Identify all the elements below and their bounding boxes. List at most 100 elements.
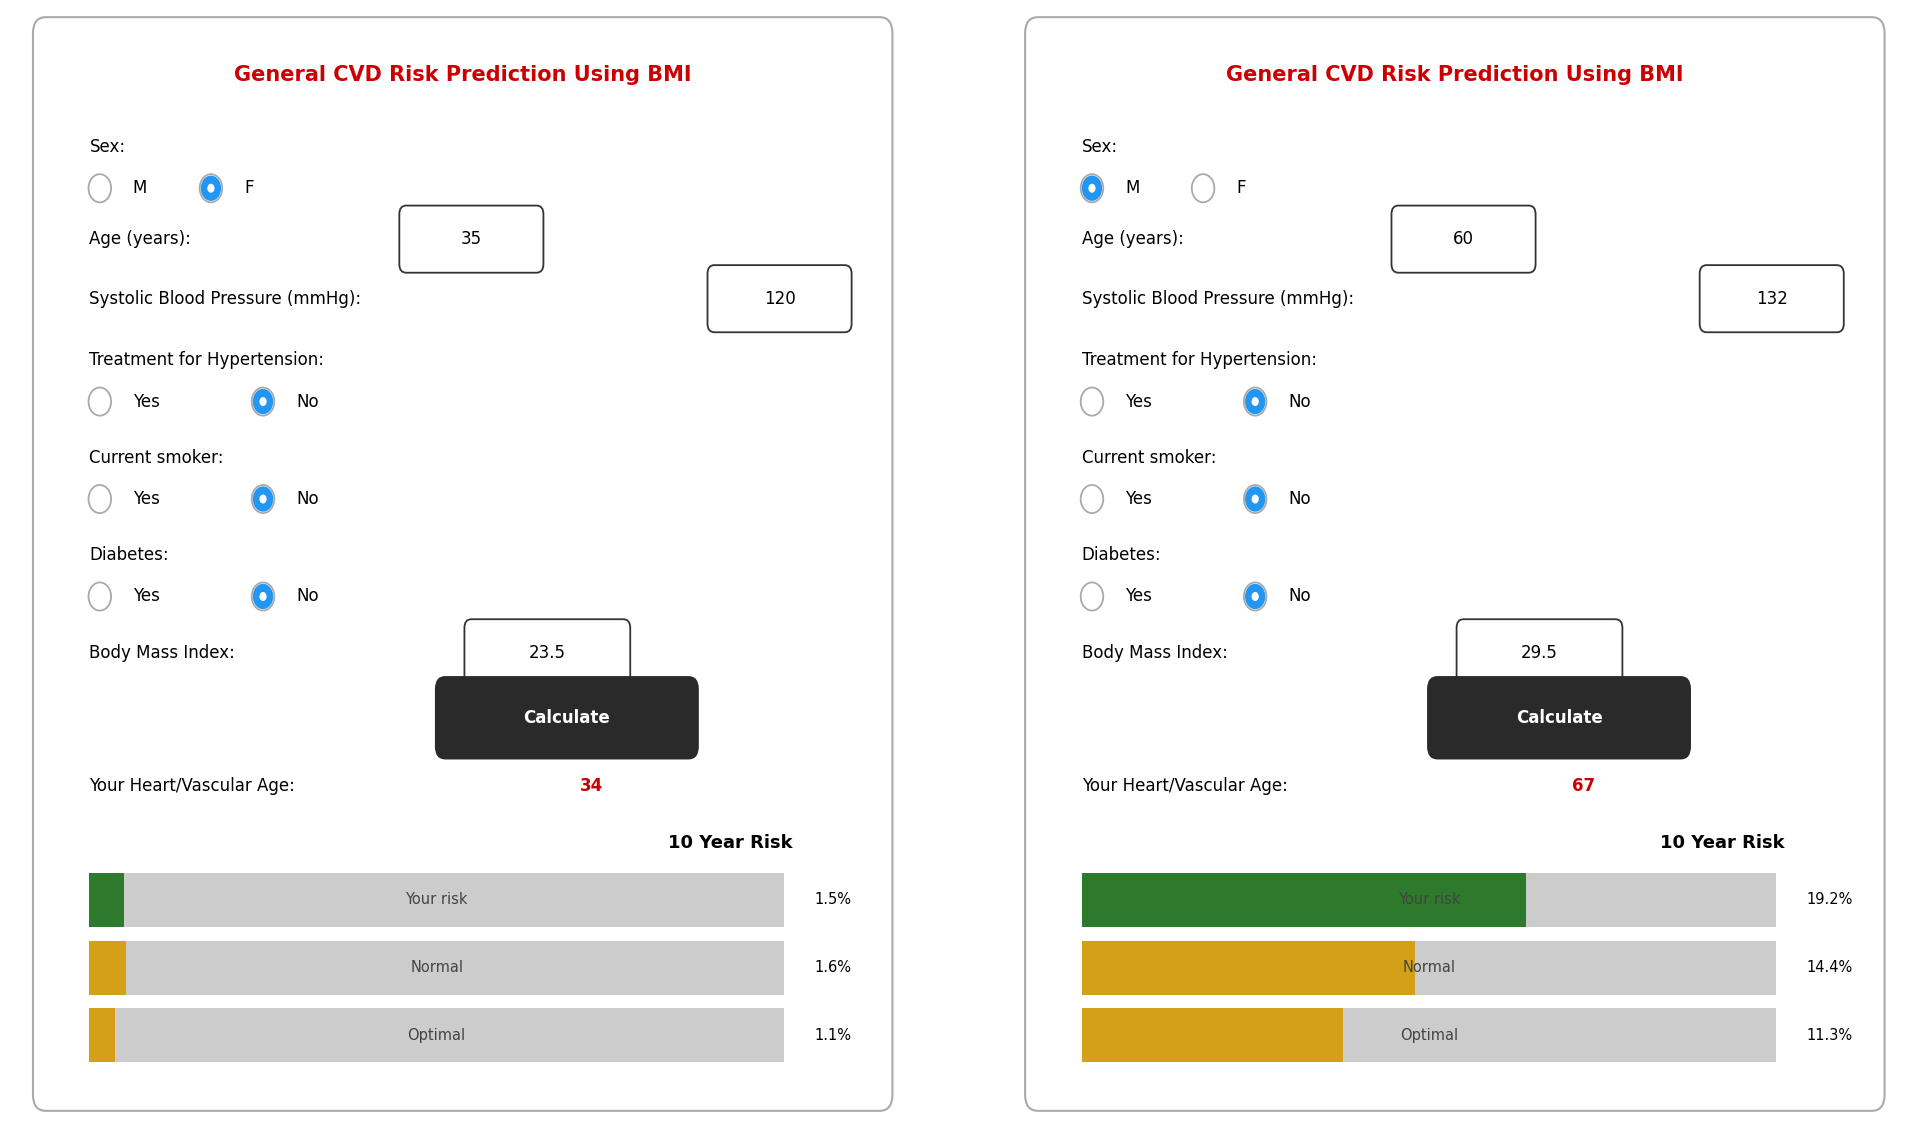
Text: 19.2%: 19.2% bbox=[1806, 892, 1852, 907]
Circle shape bbox=[200, 176, 221, 201]
Circle shape bbox=[88, 582, 111, 610]
Circle shape bbox=[208, 184, 214, 193]
Circle shape bbox=[1192, 174, 1213, 202]
Circle shape bbox=[259, 592, 267, 601]
FancyBboxPatch shape bbox=[463, 619, 629, 686]
Text: Age (years):: Age (years): bbox=[90, 230, 191, 248]
FancyBboxPatch shape bbox=[1081, 873, 1526, 927]
Circle shape bbox=[254, 584, 273, 609]
Circle shape bbox=[88, 174, 111, 202]
Text: Your Heart/Vascular Age:: Your Heart/Vascular Age: bbox=[1081, 777, 1293, 795]
Text: F: F bbox=[1236, 179, 1245, 197]
Text: Yes: Yes bbox=[133, 490, 160, 508]
Text: Your risk: Your risk bbox=[404, 892, 467, 907]
Text: 23.5: 23.5 bbox=[528, 644, 566, 662]
Text: 29.5: 29.5 bbox=[1520, 644, 1558, 662]
Circle shape bbox=[88, 485, 111, 513]
Text: 10 Year Risk: 10 Year Risk bbox=[1659, 835, 1783, 853]
Text: M: M bbox=[133, 179, 147, 197]
Circle shape bbox=[1079, 582, 1102, 610]
Circle shape bbox=[1087, 184, 1095, 193]
Text: Diabetes:: Diabetes: bbox=[1081, 546, 1161, 564]
FancyBboxPatch shape bbox=[1081, 873, 1775, 927]
Circle shape bbox=[1243, 582, 1266, 610]
Text: Treatment for Hypertension:: Treatment for Hypertension: bbox=[90, 352, 324, 369]
Circle shape bbox=[259, 494, 267, 503]
Circle shape bbox=[1079, 174, 1102, 202]
Text: Diabetes:: Diabetes: bbox=[90, 546, 170, 564]
Text: Normal: Normal bbox=[1402, 960, 1455, 976]
Text: No: No bbox=[1287, 588, 1310, 606]
Circle shape bbox=[1251, 592, 1259, 601]
FancyBboxPatch shape bbox=[90, 1008, 114, 1063]
Text: Calculate: Calculate bbox=[523, 708, 610, 726]
Circle shape bbox=[252, 485, 275, 513]
Text: Normal: Normal bbox=[410, 960, 463, 976]
Circle shape bbox=[200, 174, 221, 202]
Circle shape bbox=[252, 388, 275, 415]
FancyBboxPatch shape bbox=[1081, 941, 1775, 995]
FancyBboxPatch shape bbox=[90, 873, 784, 927]
Text: 120: 120 bbox=[763, 290, 795, 308]
Text: Your Heart/Vascular Age:: Your Heart/Vascular Age: bbox=[90, 777, 301, 795]
Text: General CVD Risk Prediction Using BMI: General CVD Risk Prediction Using BMI bbox=[235, 64, 690, 85]
Text: Yes: Yes bbox=[1125, 588, 1152, 606]
FancyBboxPatch shape bbox=[90, 941, 784, 995]
Circle shape bbox=[259, 397, 267, 406]
Text: Body Mass Index:: Body Mass Index: bbox=[1081, 644, 1226, 662]
Text: Current smoker:: Current smoker: bbox=[90, 449, 223, 467]
Text: Calculate: Calculate bbox=[1514, 708, 1602, 726]
Circle shape bbox=[1251, 397, 1259, 406]
Text: Yes: Yes bbox=[1125, 490, 1152, 508]
FancyBboxPatch shape bbox=[32, 17, 892, 1111]
Circle shape bbox=[1079, 485, 1102, 513]
FancyBboxPatch shape bbox=[1081, 1008, 1775, 1063]
FancyBboxPatch shape bbox=[435, 676, 698, 759]
Text: Systolic Blood Pressure (mmHg):: Systolic Blood Pressure (mmHg): bbox=[90, 290, 360, 308]
Circle shape bbox=[1245, 486, 1264, 512]
Text: Treatment for Hypertension:: Treatment for Hypertension: bbox=[1081, 352, 1316, 369]
Text: 60: 60 bbox=[1453, 230, 1474, 248]
Circle shape bbox=[254, 486, 273, 512]
Text: General CVD Risk Prediction Using BMI: General CVD Risk Prediction Using BMI bbox=[1226, 64, 1682, 85]
Text: 11.3%: 11.3% bbox=[1806, 1028, 1852, 1042]
FancyBboxPatch shape bbox=[1455, 619, 1621, 686]
Circle shape bbox=[1245, 584, 1264, 609]
Text: Yes: Yes bbox=[133, 588, 160, 606]
Text: M: M bbox=[1125, 179, 1138, 197]
Text: 34: 34 bbox=[580, 777, 603, 795]
Text: No: No bbox=[1287, 490, 1310, 508]
FancyBboxPatch shape bbox=[90, 873, 124, 927]
Text: 10 Year Risk: 10 Year Risk bbox=[667, 835, 791, 853]
FancyBboxPatch shape bbox=[707, 265, 851, 333]
Text: No: No bbox=[296, 393, 318, 411]
FancyBboxPatch shape bbox=[1081, 1008, 1343, 1063]
Circle shape bbox=[1251, 494, 1259, 503]
Text: 132: 132 bbox=[1754, 290, 1787, 308]
FancyBboxPatch shape bbox=[399, 205, 543, 273]
Text: Yes: Yes bbox=[133, 393, 160, 411]
Text: Optimal: Optimal bbox=[1400, 1028, 1457, 1042]
Text: Age (years):: Age (years): bbox=[1081, 230, 1182, 248]
Circle shape bbox=[1079, 388, 1102, 415]
Text: Systolic Blood Pressure (mmHg):: Systolic Blood Pressure (mmHg): bbox=[1081, 290, 1352, 308]
Text: Current smoker:: Current smoker: bbox=[1081, 449, 1215, 467]
Text: No: No bbox=[296, 490, 318, 508]
Text: Body Mass Index:: Body Mass Index: bbox=[90, 644, 235, 662]
Text: Your risk: Your risk bbox=[1396, 892, 1459, 907]
FancyBboxPatch shape bbox=[1024, 17, 1884, 1111]
Circle shape bbox=[252, 582, 275, 610]
Text: 35: 35 bbox=[461, 230, 482, 248]
Circle shape bbox=[88, 388, 111, 415]
Circle shape bbox=[1245, 389, 1264, 414]
Text: 1.6%: 1.6% bbox=[814, 960, 851, 976]
Text: 14.4%: 14.4% bbox=[1806, 960, 1852, 976]
Text: Sex:: Sex: bbox=[90, 138, 126, 156]
FancyBboxPatch shape bbox=[90, 941, 126, 995]
Circle shape bbox=[1243, 485, 1266, 513]
Circle shape bbox=[1081, 176, 1102, 201]
Circle shape bbox=[1243, 388, 1266, 415]
Text: F: F bbox=[244, 179, 254, 197]
FancyBboxPatch shape bbox=[1081, 941, 1415, 995]
FancyBboxPatch shape bbox=[1699, 265, 1842, 333]
